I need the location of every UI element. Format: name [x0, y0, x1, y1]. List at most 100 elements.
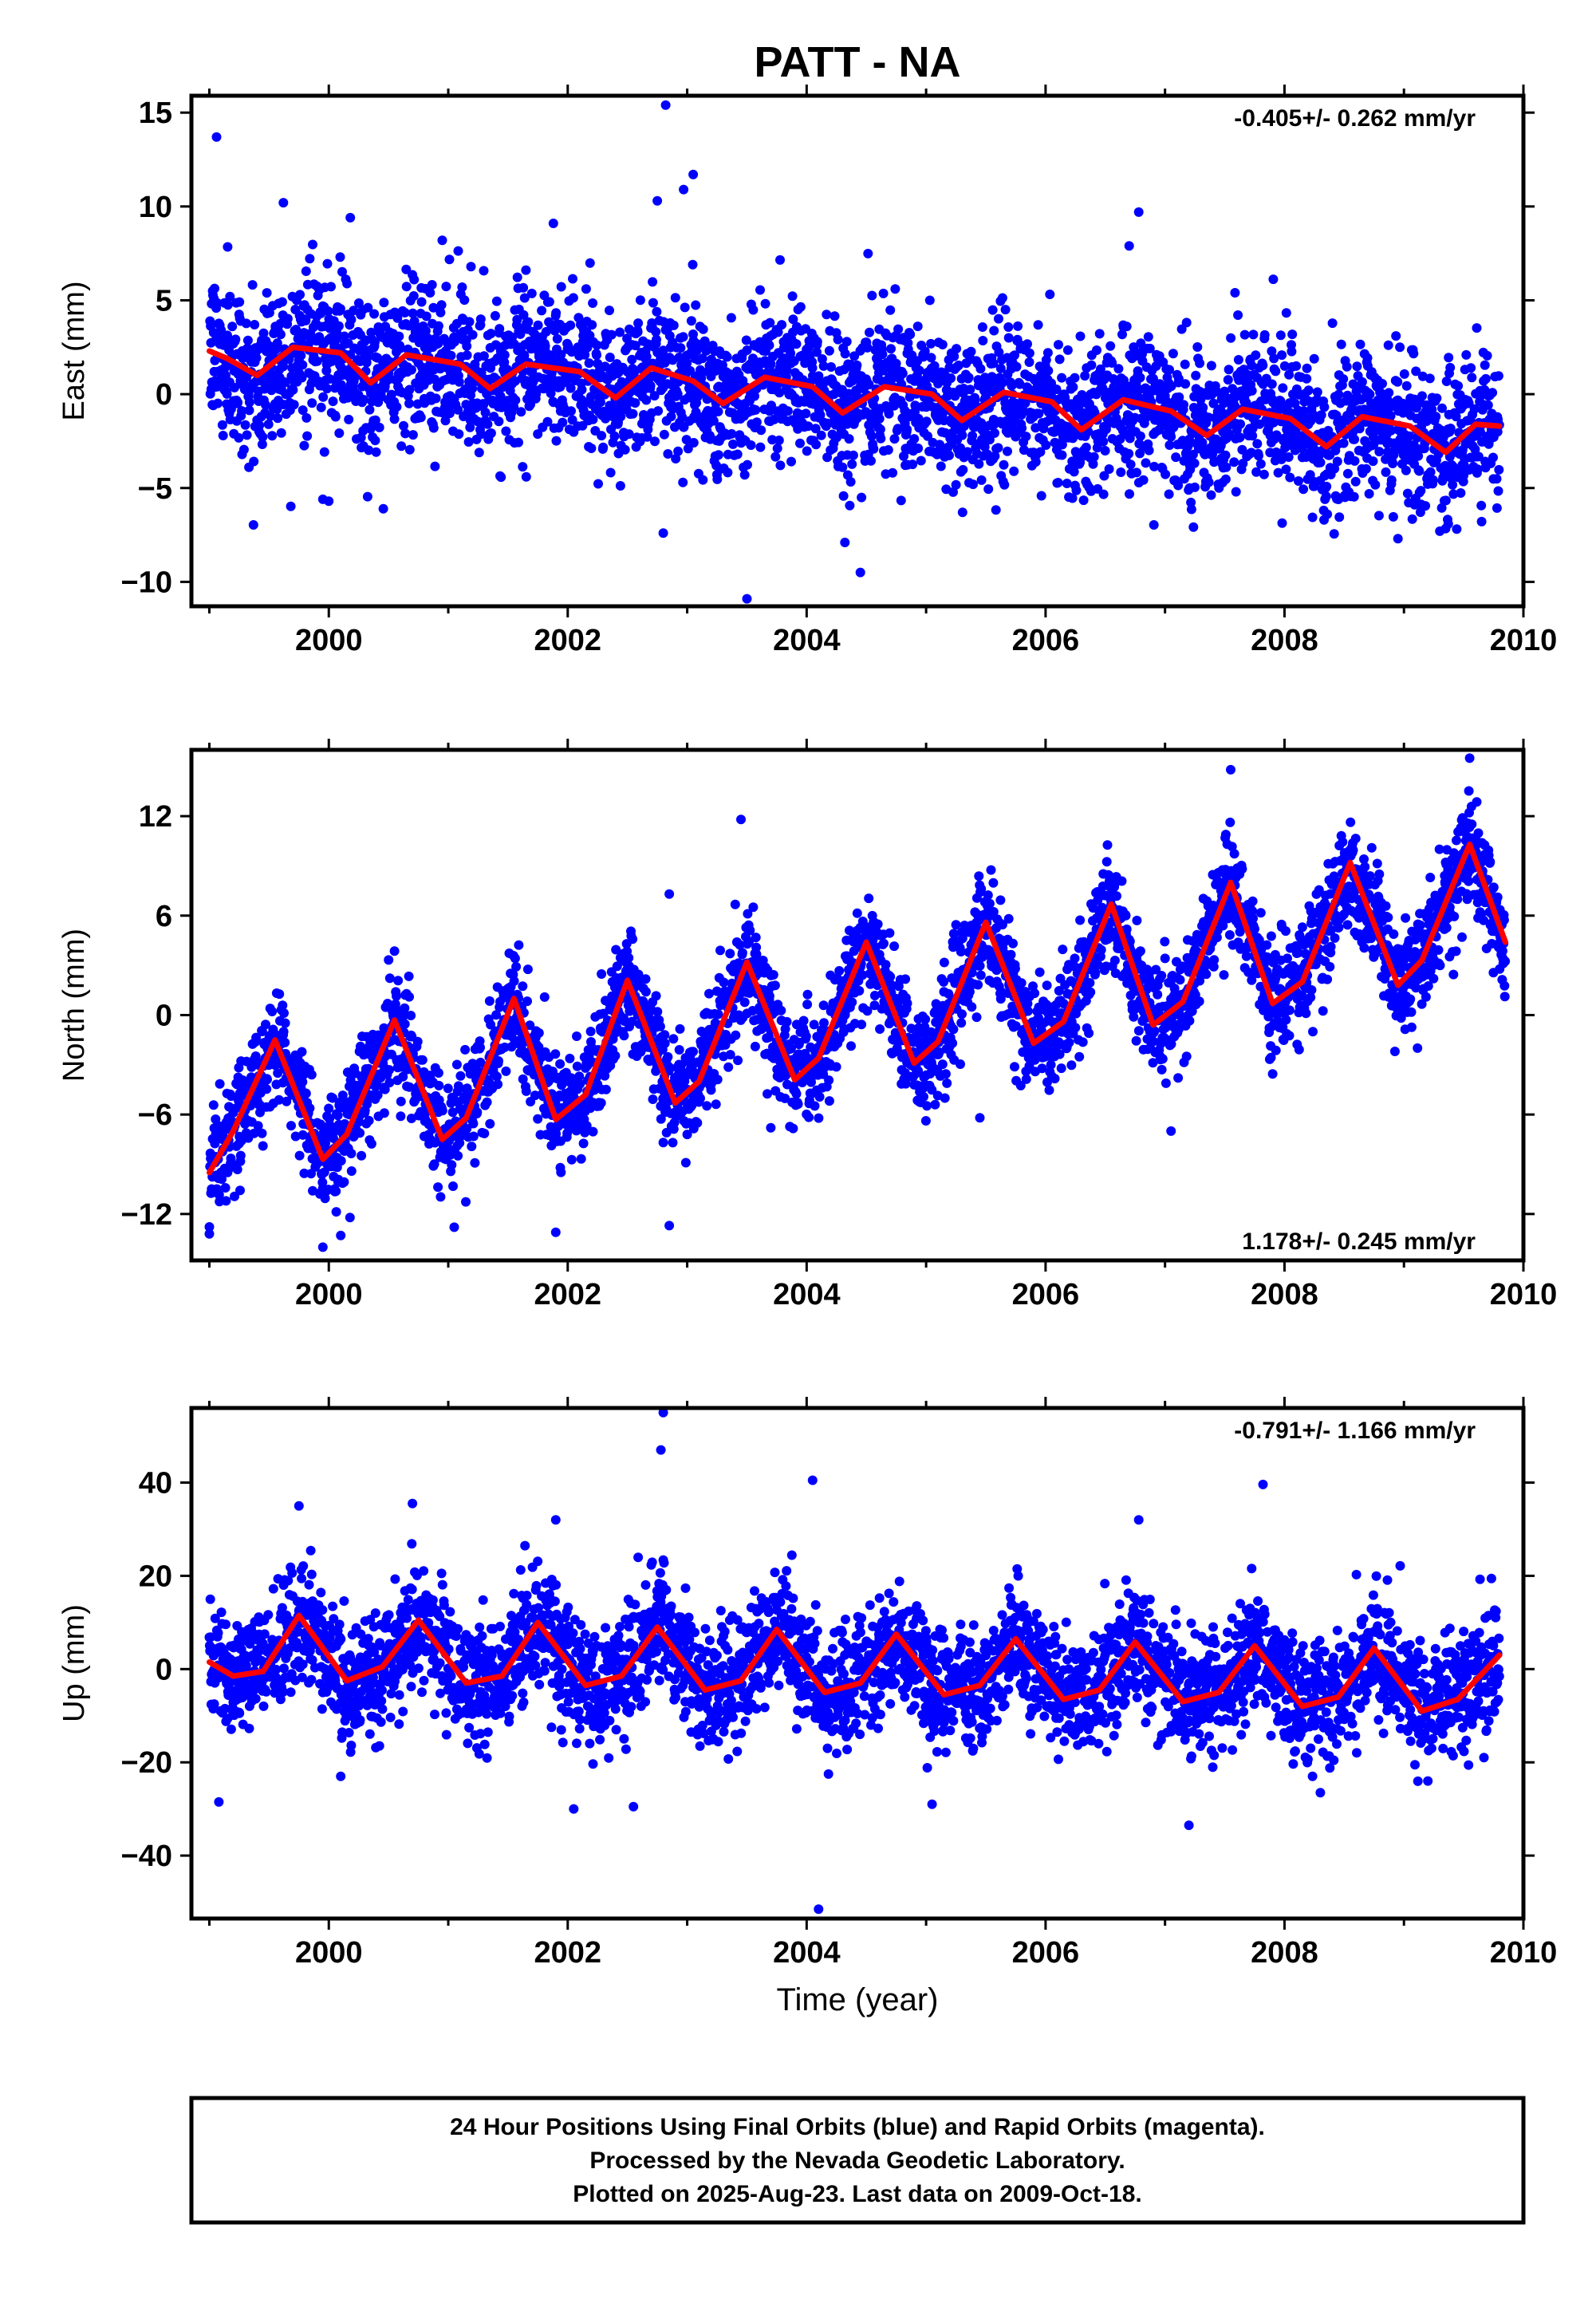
east-point — [466, 262, 476, 272]
north-point — [324, 1103, 334, 1114]
north-point — [393, 976, 404, 986]
east-point — [652, 306, 662, 317]
east-point — [833, 334, 843, 345]
north-point — [331, 1207, 341, 1217]
north-point — [510, 953, 520, 964]
east-point — [1161, 469, 1171, 479]
east-point — [1388, 459, 1398, 468]
east-point — [1453, 381, 1464, 391]
east-point — [630, 398, 640, 408]
east-point — [1041, 440, 1051, 450]
east-point — [258, 432, 268, 442]
east-point — [335, 304, 345, 314]
north-point — [522, 996, 532, 1007]
east-point — [1428, 475, 1438, 485]
east-point — [615, 481, 625, 491]
east-point — [1281, 308, 1291, 318]
east-point — [993, 443, 1003, 453]
east-point — [1195, 358, 1205, 369]
east-point — [1180, 379, 1191, 389]
east-point — [588, 414, 598, 424]
east-point — [1395, 342, 1405, 353]
east-point — [427, 280, 437, 290]
east-point — [370, 415, 380, 425]
east-point — [1259, 469, 1269, 479]
east-point — [250, 320, 260, 329]
east-point — [1013, 321, 1023, 331]
north-point — [406, 1011, 416, 1020]
east-point — [298, 360, 308, 370]
east-point — [755, 442, 766, 452]
north-point — [437, 1106, 447, 1116]
east-point — [678, 477, 688, 487]
east-point — [987, 305, 998, 315]
east-point — [1445, 362, 1456, 373]
east-point — [254, 420, 265, 431]
east-point — [845, 500, 855, 511]
east-point — [913, 444, 924, 453]
east-point — [1482, 350, 1492, 361]
east-point — [1229, 457, 1239, 467]
east-point — [433, 321, 443, 331]
east-point — [1361, 463, 1371, 474]
east-point — [1444, 353, 1454, 363]
east-point — [486, 428, 496, 438]
east-point — [688, 259, 698, 270]
east-point — [765, 317, 775, 328]
east-point — [1024, 357, 1034, 367]
east-point — [728, 439, 738, 449]
east-point — [997, 293, 1007, 303]
east-point — [628, 408, 638, 419]
east-point — [897, 369, 908, 379]
east-point — [1399, 369, 1409, 379]
east-point — [1104, 464, 1114, 474]
east-point — [652, 334, 661, 345]
east-outlier-point — [688, 169, 699, 179]
north-point — [355, 1041, 365, 1051]
east-point — [257, 440, 267, 449]
north-point — [578, 1138, 589, 1149]
east-point — [1259, 329, 1270, 340]
north-point — [396, 1111, 406, 1122]
east-point — [234, 432, 244, 443]
east-point — [1472, 323, 1482, 333]
east-point — [521, 265, 531, 275]
east-point — [1235, 432, 1245, 443]
north-point — [336, 1156, 346, 1166]
north-point — [585, 1027, 596, 1036]
north-point — [294, 1150, 305, 1161]
east-point — [1476, 516, 1487, 526]
east-point — [1186, 504, 1196, 515]
east-point — [1062, 345, 1073, 355]
east-point — [857, 492, 867, 503]
east-point — [551, 308, 562, 318]
east-point — [1189, 458, 1200, 468]
east-y-tick-label: 5 — [156, 284, 172, 317]
east-outlier-point — [742, 594, 752, 604]
east-point — [1338, 438, 1349, 448]
east-point — [518, 462, 528, 472]
east-point — [1467, 373, 1477, 383]
east-point — [244, 397, 254, 408]
east-point — [289, 400, 299, 410]
east-point — [888, 467, 898, 478]
east-y-tick-label: 0 — [156, 378, 172, 412]
east-point — [1031, 457, 1041, 467]
east-point — [512, 272, 522, 282]
east-point — [909, 434, 920, 444]
east-point — [688, 438, 699, 448]
east-point — [1425, 373, 1435, 384]
east-point — [1094, 329, 1105, 339]
north-point — [619, 1031, 629, 1041]
east-x-tick-label: 2004 — [773, 624, 841, 657]
east-point — [242, 430, 252, 440]
north-point — [470, 1158, 480, 1168]
east-point — [770, 452, 781, 462]
east-point — [335, 252, 345, 262]
east-point — [1350, 456, 1360, 466]
east-point — [1113, 364, 1124, 374]
east-point — [240, 420, 250, 430]
north-point — [588, 1126, 598, 1137]
east-point — [1329, 529, 1339, 539]
